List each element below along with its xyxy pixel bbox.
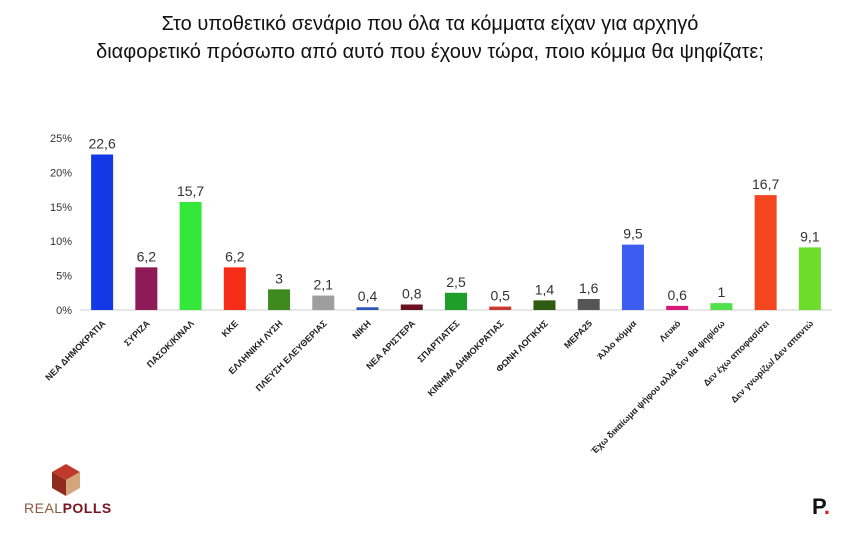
data-label: 0,8 bbox=[402, 285, 422, 301]
data-label: 2,5 bbox=[446, 274, 466, 290]
chart-title-line-2: διαφορετικό πρόσωπο από αυτό που έχουν τ… bbox=[96, 41, 764, 63]
y-tick-label: 20% bbox=[50, 167, 72, 179]
realpolls-logo: REALPOLLS bbox=[24, 462, 124, 522]
x-tick-label: ΚΙΝΗΜΑ ΔΗΜΟΚΡΑΤΙΑΣ bbox=[426, 318, 506, 398]
publisher-logo: P. bbox=[812, 494, 830, 520]
realpolls-cube-icon bbox=[52, 464, 80, 496]
x-tick-label: Λευκό bbox=[657, 318, 683, 344]
y-tick-label: 25% bbox=[50, 133, 72, 145]
bar bbox=[268, 289, 291, 310]
bar bbox=[356, 307, 379, 310]
data-label: 15,7 bbox=[177, 183, 204, 199]
bar bbox=[400, 304, 423, 310]
x-tick-label: ΠΛΕΥΣΗ ΕΛΕΥΘΕΡΙΑΣ bbox=[254, 318, 329, 393]
data-label: 0,6 bbox=[667, 287, 687, 303]
data-label: 9,1 bbox=[800, 228, 820, 244]
x-tick-label: Άλλο κόμμα bbox=[595, 318, 639, 362]
data-label: 6,2 bbox=[225, 248, 245, 264]
bar bbox=[621, 244, 644, 310]
bar bbox=[312, 295, 335, 310]
data-label: 22,6 bbox=[88, 136, 115, 152]
x-tick-label: ΚΚΕ bbox=[220, 318, 241, 339]
realpolls-wordmark-part1: REAL bbox=[24, 500, 63, 516]
data-label: 0,5 bbox=[491, 288, 511, 304]
y-tick-label: 15% bbox=[50, 202, 72, 214]
data-label: 16,7 bbox=[752, 176, 779, 192]
bar bbox=[179, 201, 202, 310]
chart-title-line-1: Στο υποθετικό σενάριο που όλα τα κόμματα… bbox=[161, 13, 699, 35]
bar bbox=[445, 292, 467, 310]
x-tick-label: ΠΑΣΟΚ/ΚΙΝΑΛ bbox=[145, 318, 196, 369]
bar bbox=[666, 305, 689, 310]
publisher-logo-letter: P bbox=[812, 494, 824, 519]
data-label: 6,2 bbox=[137, 248, 157, 264]
bar bbox=[710, 303, 733, 310]
y-tick-label: 5% bbox=[56, 271, 72, 283]
x-tick-label: Δεν γνωρίζω/ Δεν απαντώ bbox=[729, 318, 816, 405]
data-label: 9,5 bbox=[623, 226, 643, 242]
x-tick-label: ΜΕΡΑ25 bbox=[562, 318, 594, 350]
bar bbox=[754, 195, 777, 310]
data-label: 2,1 bbox=[314, 277, 334, 293]
bar bbox=[135, 267, 158, 310]
bar bbox=[223, 267, 246, 310]
data-label: 1 bbox=[718, 284, 726, 300]
y-tick-label: 0% bbox=[56, 305, 72, 317]
x-tick-label: ΝΕΑ ΔΗΜΟΚΡΑΤΙΑ bbox=[43, 318, 108, 383]
x-tick-label: ΝΙΚΗ bbox=[350, 318, 373, 341]
bar bbox=[577, 298, 600, 310]
bar bbox=[798, 247, 821, 310]
data-label: 0,4 bbox=[358, 288, 378, 304]
data-label: 1,4 bbox=[535, 281, 555, 297]
x-tick-label: ΣΥΡΙΖΑ bbox=[122, 318, 152, 348]
x-tick-label: ΣΠΑΡΤΙΑΤΕΣ bbox=[415, 318, 461, 364]
chart-title: Στο υποθετικό σενάριο που όλα τα κόμματα… bbox=[0, 10, 860, 66]
realpolls-wordmark-part2: POLLS bbox=[62, 500, 112, 516]
publisher-logo-dot: . bbox=[823, 494, 830, 519]
bar bbox=[91, 154, 114, 310]
data-label: 3 bbox=[275, 270, 283, 286]
bar bbox=[533, 300, 556, 310]
y-tick-label: 10% bbox=[50, 236, 72, 248]
bar bbox=[489, 306, 512, 310]
data-label: 1,6 bbox=[579, 280, 599, 296]
realpolls-wordmark: REALPOLLS bbox=[24, 500, 112, 516]
